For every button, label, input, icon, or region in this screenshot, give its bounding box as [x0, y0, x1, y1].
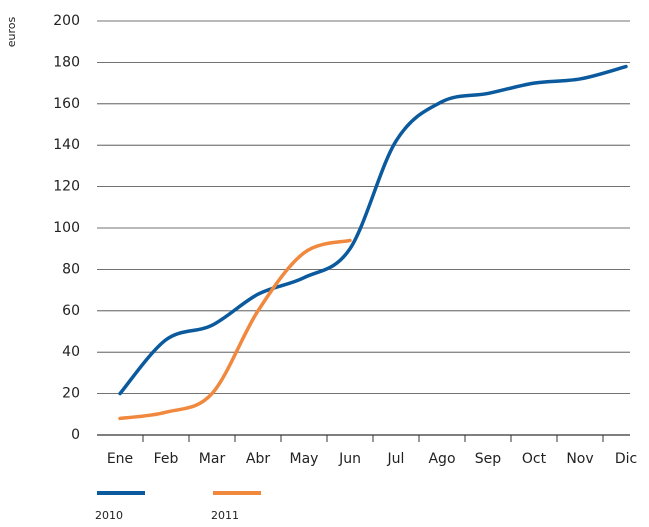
x-tick-label: May	[290, 451, 319, 467]
y-tick-label: 100	[53, 220, 80, 236]
x-tick-label: Oct	[522, 451, 547, 467]
x-tick-label: Jul	[387, 451, 405, 467]
x-tick-label: Sep	[475, 451, 502, 467]
series-line	[118, 238, 352, 421]
legend-label: 2011	[211, 509, 239, 522]
y-tick-label: 160	[53, 96, 80, 112]
y-tick-label: 140	[53, 137, 80, 153]
x-tick-label: Ene	[107, 451, 133, 467]
y-tick-label: 0	[71, 427, 80, 443]
legend-label: 2010	[95, 509, 123, 522]
y-tick-label: 200	[53, 13, 80, 29]
y-tick-label: 180	[53, 54, 80, 70]
x-tick-label: Mar	[199, 451, 226, 467]
y-tick-label: 60	[62, 303, 80, 319]
y-tick-label: 40	[62, 344, 80, 360]
x-tick-label: Dic	[615, 451, 637, 467]
x-tick-label: Ago	[428, 451, 455, 467]
x-tick-label: Jun	[338, 451, 361, 467]
x-tick-label: Feb	[154, 451, 179, 467]
x-tick-label: Abr	[246, 451, 270, 467]
x-tick-label: Nov	[566, 451, 593, 467]
y-tick-label: 20	[62, 386, 80, 402]
y-tick-label: 80	[62, 261, 80, 277]
series-line	[118, 64, 628, 396]
y-axis-label: euros	[5, 16, 18, 47]
y-tick-label: 120	[53, 179, 80, 195]
